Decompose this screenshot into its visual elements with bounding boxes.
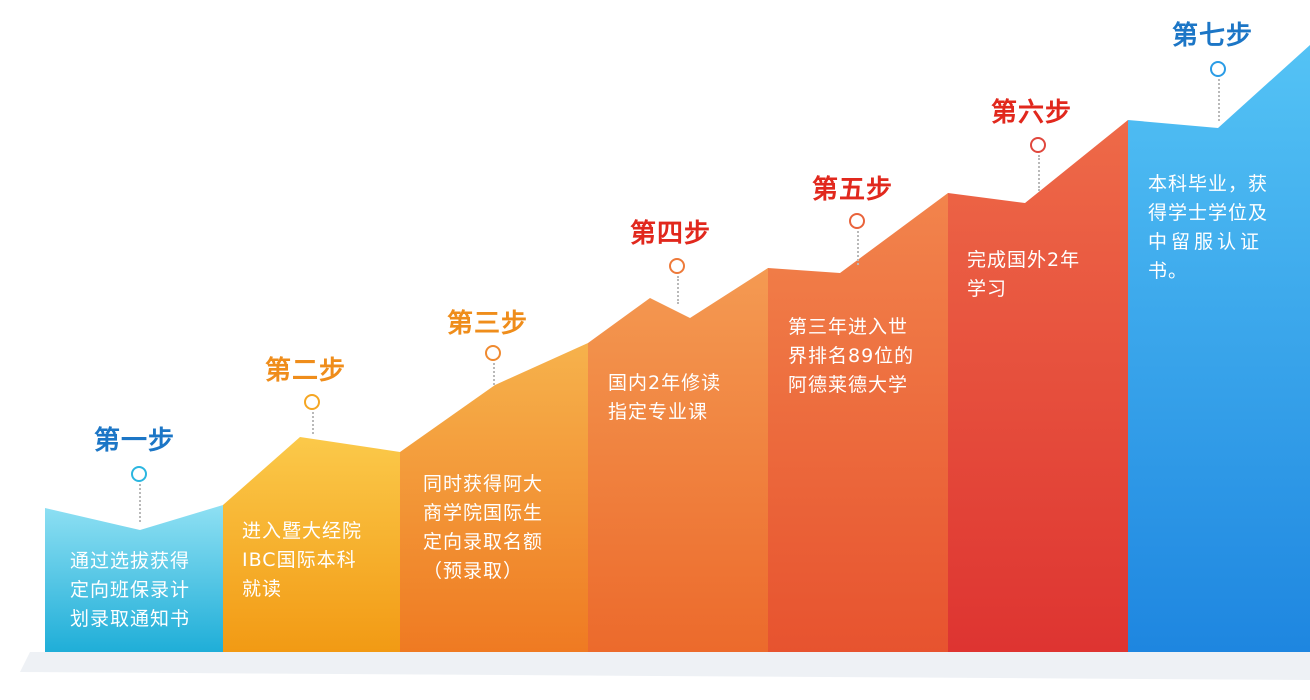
step-5-line-1: 第三年进入世	[788, 316, 909, 338]
step-7-marker	[1210, 61, 1226, 77]
step-1-line-2: 定向班保录计	[70, 579, 191, 601]
step-2-title: 第二步	[265, 356, 347, 386]
step-7-line-4: 书。	[1148, 260, 1189, 282]
step-1-line-3: 划录取通知书	[70, 608, 191, 630]
step-6-marker	[1030, 137, 1046, 153]
step-4-line-1: 国内2年修读	[608, 372, 722, 394]
step-3-description: 同时获得阿大 商学院国际生 定向录取名额 （预录取）	[423, 470, 543, 586]
step-5-description: 第三年进入世 界排名89位的 阿德莱德大学	[788, 313, 914, 400]
step-6-line-1: 完成国外2年	[967, 249, 1081, 271]
step-6-line-2: 学习	[967, 278, 1008, 300]
step-5-connector	[857, 231, 859, 265]
step-3-title: 第三步	[447, 309, 529, 339]
step-4-marker	[669, 258, 685, 274]
step-5-line-3: 阿德莱德大学	[788, 374, 909, 396]
step-block-6	[948, 120, 1128, 652]
step-5-title: 第五步	[812, 175, 894, 205]
step-3-marker	[485, 345, 501, 361]
step-3-line-2: 商学院国际生	[423, 502, 544, 524]
step-4-description: 国内2年修读 指定专业课	[608, 369, 721, 427]
step-7-line-3: 中留服认证	[1148, 231, 1264, 253]
step-7-description: 本科毕业，获 得学士学位及 中留服认证 书。	[1148, 170, 1268, 286]
step-block-4	[588, 268, 768, 652]
step-2-line-1: 进入暨大经院	[242, 520, 363, 542]
step-4-title: 第四步	[630, 219, 712, 249]
step-1-line-1: 通过选拔获得	[70, 550, 191, 572]
step-block-3	[400, 343, 588, 652]
step-4-line-2: 指定专业课	[608, 401, 709, 423]
step-3-line-4: （预录取）	[423, 560, 524, 582]
step-block-1	[45, 505, 223, 652]
step-3-line-1: 同时获得阿大	[423, 473, 544, 495]
step-block-5	[768, 193, 948, 652]
step-7-line-2: 得学士学位及	[1148, 202, 1269, 224]
step-2-marker	[304, 394, 320, 410]
step-4-connector	[677, 276, 679, 304]
step-7-line-1: 本科毕业，获	[1148, 173, 1269, 195]
step-2-line-2: IBC国际本科	[242, 549, 357, 571]
step-2-description: 进入暨大经院 IBC国际本科 就读	[242, 517, 362, 604]
step-5-line-2: 界排名89位的	[788, 345, 915, 367]
step-6-description: 完成国外2年 学习	[967, 246, 1080, 304]
step-block-2	[223, 437, 400, 652]
step-3-connector	[493, 363, 495, 385]
step-1-title: 第一步	[94, 426, 176, 456]
step-1-connector	[139, 484, 141, 522]
step-7-connector	[1218, 79, 1220, 121]
step-3-line-3: 定向录取名额	[423, 531, 544, 553]
step-6-title: 第六步	[991, 98, 1073, 128]
step-1-marker	[131, 466, 147, 482]
step-2-connector	[312, 412, 314, 434]
step-6-connector	[1038, 155, 1040, 191]
step-7-title: 第七步	[1172, 21, 1254, 51]
step-5-marker	[849, 213, 865, 229]
step-1-description: 通过选拔获得 定向班保录计 划录取通知书	[70, 547, 190, 634]
step-block-7	[1128, 45, 1310, 652]
step-2-line-3: 就读	[242, 578, 283, 600]
